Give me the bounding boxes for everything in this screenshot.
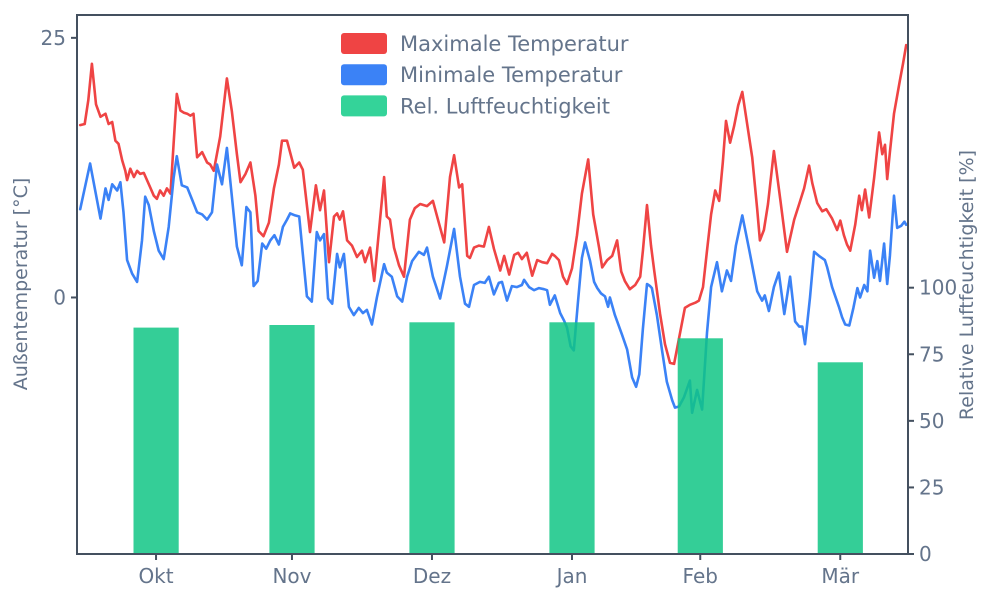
month-tick-label: Okt: [138, 564, 173, 588]
right-tick-label: 75: [919, 342, 944, 366]
legend: Maximale Temperatur Minimale Temperatur Re…: [341, 32, 629, 118]
legend-label-1: Minimale Temperatur: [400, 63, 623, 87]
humidity-bar-mär: [817, 362, 863, 554]
left-tick-label: 0: [53, 285, 66, 309]
legend-swatch-0: [341, 33, 387, 54]
right-tick-label: 100: [919, 276, 957, 300]
legend-swatch-2: [341, 95, 387, 117]
left-tick-label: 25: [41, 26, 66, 50]
month-tick-label: Nov: [272, 564, 311, 588]
humidity-bar-jan: [549, 322, 595, 554]
left-axis-title: Außentemperatur [°C]: [10, 178, 32, 391]
month-tick-label: Mär: [821, 564, 860, 588]
plot-frame: [76, 14, 909, 555]
legend-swatch-1: [341, 64, 387, 86]
right-tick-label: 25: [919, 475, 944, 499]
tmax-line: [78, 43, 908, 366]
humidity-bar-okt: [133, 327, 179, 554]
humidity-bars: [133, 322, 863, 554]
humidity-bar-feb: [677, 338, 723, 554]
right-axis-title: Relative Luftfeuchtigkeit [%]: [956, 150, 978, 420]
legend-label-0: Maximale Temperatur: [400, 32, 629, 56]
axes: 0 25 0 25 50 75 100 Okt Nov Dez Jan Feb Mär Außentemp…: [10, 26, 978, 588]
humidity-bar-dez: [409, 322, 455, 554]
legend-label-2: Rel. Luftfeuchtigkeit: [400, 94, 610, 118]
right-tick-label: 50: [919, 409, 944, 433]
right-tick-label: 0: [919, 542, 932, 566]
humidity-bar-nov: [269, 325, 315, 554]
tmin-line: [78, 146, 908, 415]
month-tick-label: Feb: [683, 564, 718, 588]
month-tick-label: Dez: [413, 564, 451, 588]
month-tick-label: Jan: [555, 564, 588, 588]
